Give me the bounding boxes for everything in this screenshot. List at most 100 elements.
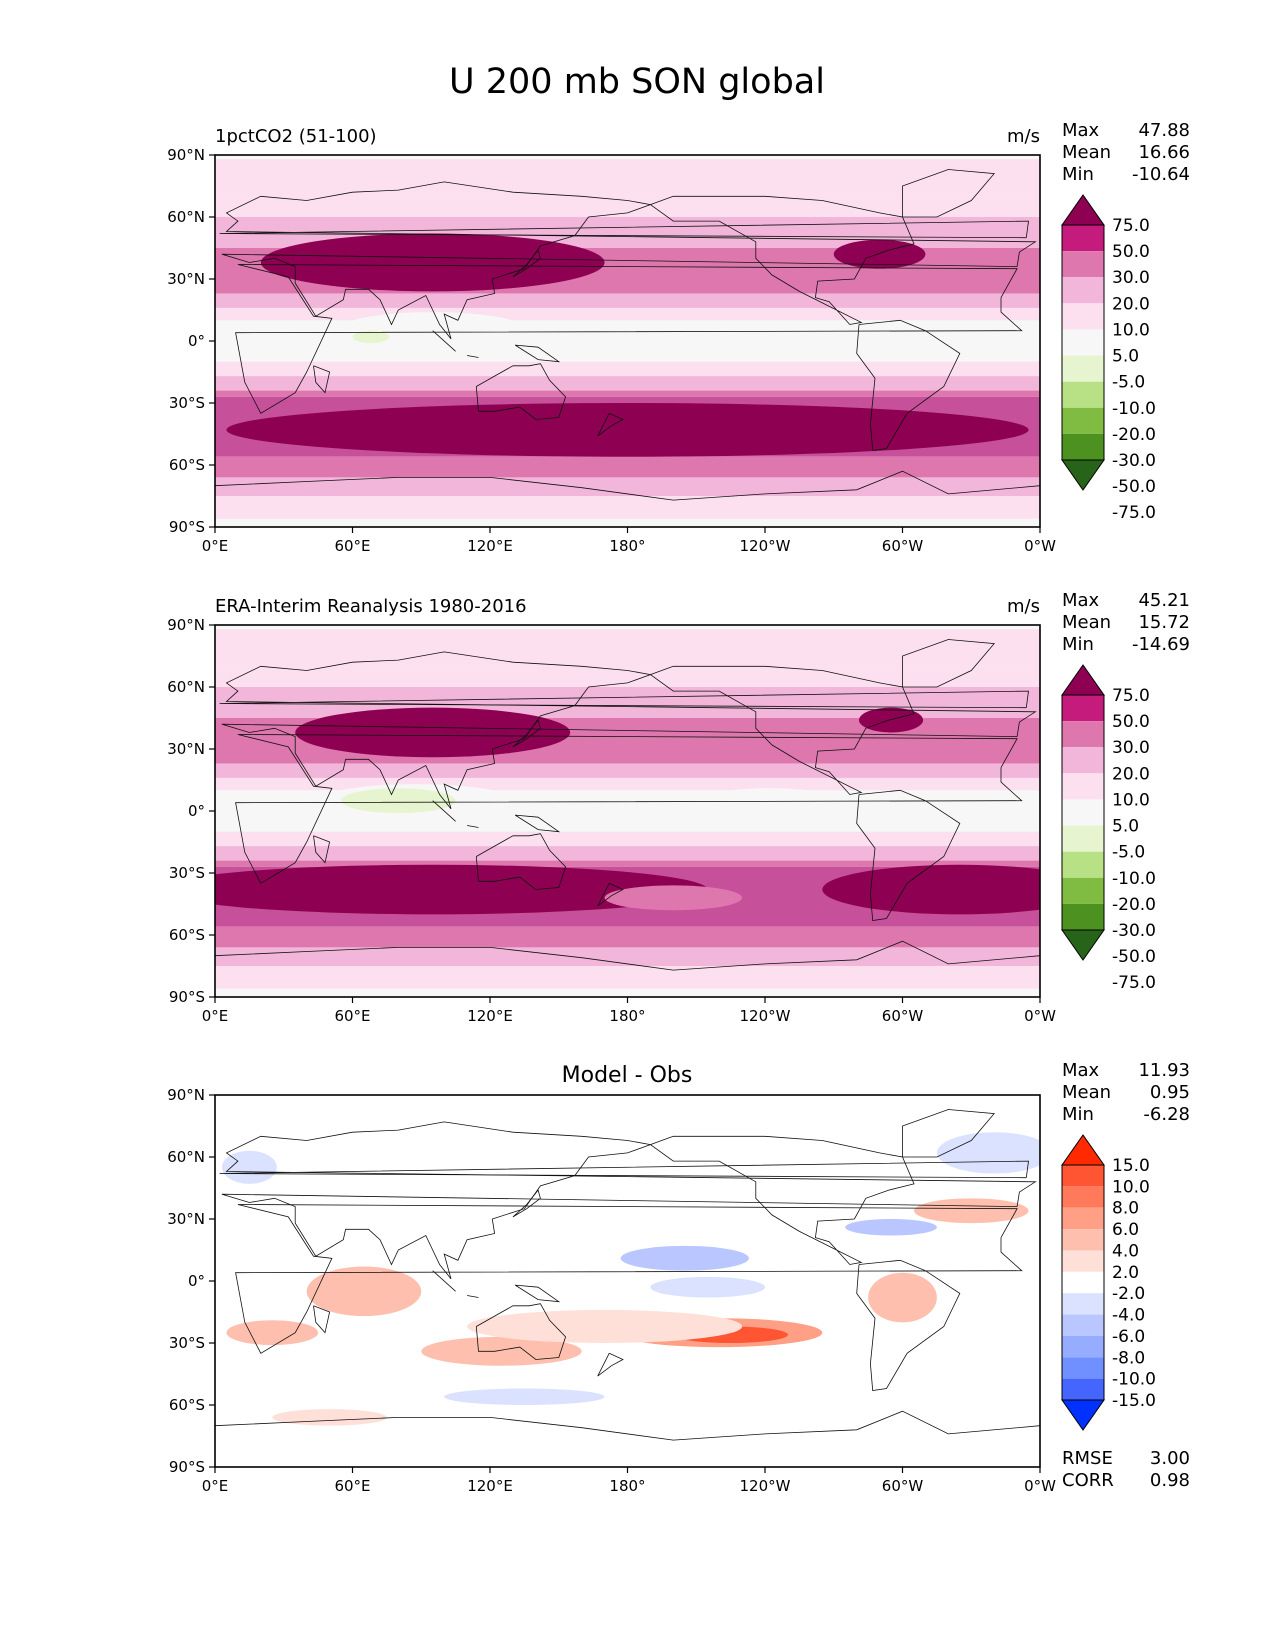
coastline — [432, 330, 456, 352]
lat-band — [215, 477, 1040, 496]
y-tick-label: 90°S — [169, 988, 205, 1006]
contour-region — [913, 1198, 1029, 1224]
x-tick-label: 0°E — [202, 1477, 229, 1495]
contour-region — [726, 328, 791, 341]
stat-mean-value: 0.95 — [1150, 1082, 1190, 1103]
coastline — [856, 319, 961, 451]
x-tick-label: 180° — [609, 537, 645, 555]
x-tick-label: 180° — [609, 1007, 645, 1025]
x-tick-label: 0°W — [1024, 1007, 1056, 1025]
coastline — [597, 882, 624, 907]
colorbar-block — [1062, 303, 1104, 330]
y-tick-label: 60°S — [169, 1396, 205, 1414]
colorbar-label: 10.0 — [1112, 320, 1150, 340]
colorbar-label: 15.0 — [1112, 1156, 1150, 1176]
y-tick-label: 30°N — [167, 270, 205, 288]
colorbar-label: 8.0 — [1112, 1199, 1139, 1219]
contour-region — [421, 1336, 582, 1366]
panel-model: 1pctCO2 (51-100) m/s Max Mean Min 47.88 … — [167, 120, 1190, 555]
colorbar-block — [1062, 1165, 1104, 1187]
x-tick-label: 60°E — [334, 1007, 370, 1025]
lat-band — [215, 293, 1040, 308]
contour-region — [352, 330, 390, 344]
coastline — [650, 1135, 915, 1265]
stat-min-label: Min — [1062, 164, 1094, 185]
coastline — [467, 355, 479, 358]
colorbar-block — [1062, 799, 1104, 826]
map-clip — [215, 155, 1040, 527]
coastline — [475, 1303, 567, 1360]
lat-band — [215, 456, 1040, 478]
x-tick-label: 120°W — [740, 537, 791, 555]
panel-center-title: Model - Obs — [562, 1063, 693, 1088]
colorbar-label: 75.0 — [1112, 686, 1150, 706]
panel-units: m/s — [1007, 126, 1040, 147]
colorbar-label: -30.0 — [1112, 451, 1156, 471]
coastline — [902, 1109, 996, 1158]
colorbar-label: 6.0 — [1112, 1220, 1139, 1240]
lat-band — [215, 926, 1040, 948]
colorbar-block — [1062, 225, 1104, 252]
colorbar-block — [1062, 851, 1104, 878]
panel-difference: Model - Obs Max Mean Min 11.93 0.95 -6.2… — [167, 1060, 1190, 1495]
x-tick-label: 60°W — [882, 1007, 924, 1025]
colorbar-arrow-top — [1061, 664, 1105, 696]
colorbar-label: -8.0 — [1112, 1348, 1145, 1368]
colorbar-label: 2.0 — [1112, 1263, 1139, 1283]
coastline — [221, 651, 1037, 810]
colorbar-label: 50.0 — [1112, 712, 1150, 732]
coastline — [215, 940, 1040, 971]
coastline — [902, 169, 996, 218]
stat-mean-label: Mean — [1062, 142, 1111, 163]
colorbar-block — [1062, 407, 1104, 434]
lat-band — [215, 763, 1040, 778]
contour-region — [467, 1309, 743, 1343]
coastline — [219, 690, 1029, 709]
x-tick-label: 0°E — [202, 537, 229, 555]
coastline — [514, 344, 561, 363]
lat-band — [215, 846, 1040, 861]
y-tick-label: 30°S — [169, 864, 205, 882]
colorbar-block — [1062, 1335, 1104, 1358]
contour-region — [444, 1388, 605, 1405]
coastline — [597, 412, 624, 437]
x-tick-label: 60°W — [882, 1477, 924, 1495]
colorbar-label: -20.0 — [1112, 425, 1156, 445]
x-tick-label: 0°W — [1024, 1477, 1056, 1495]
coastline — [313, 365, 331, 394]
lat-band — [215, 777, 1040, 791]
lat-band — [215, 860, 1040, 867]
colorbar-frame — [1061, 1164, 1105, 1401]
colorbar-block — [1062, 329, 1104, 356]
colorbar-label: 10.0 — [1112, 1177, 1150, 1197]
x-tick-label: 120°E — [467, 1477, 513, 1495]
colorbar-label: -4.0 — [1112, 1306, 1145, 1326]
contour-region — [822, 864, 1040, 915]
colorbar-arrow-bottom — [1061, 459, 1105, 491]
lat-band — [215, 666, 1040, 687]
coastline — [514, 814, 561, 833]
colorbar-block — [1062, 1207, 1104, 1230]
y-tick-label: 90°S — [169, 518, 205, 536]
colorbar-block — [1062, 1293, 1104, 1315]
colorbar-label: -30.0 — [1112, 921, 1156, 941]
stat-max-label: Max — [1062, 120, 1100, 141]
contour-region — [260, 233, 605, 292]
stat-max-label: Max — [1062, 1060, 1100, 1081]
colorbar-block — [1062, 1378, 1104, 1400]
stat-max-value: 11.93 — [1138, 1060, 1190, 1081]
coastline — [235, 1204, 1023, 1354]
panel-obs: ERA-Interim Reanalysis 1980-2016 m/s Max… — [167, 590, 1190, 1025]
colorbar: 75.0 50.0 30.0 20.0 10.0 5.0 -5.0 -10.0 -20.0 -30… — [1061, 194, 1156, 523]
colorbar-arrow-top — [1061, 1134, 1105, 1166]
coastline — [313, 1305, 331, 1334]
y-tick-label: 90°N — [167, 146, 205, 164]
coastline — [235, 734, 1023, 884]
colorbar-label: -6.0 — [1112, 1327, 1145, 1347]
panel-left-title: ERA-Interim Reanalysis 1980-2016 — [215, 596, 527, 617]
x-tick-label: 0°W — [1024, 537, 1056, 555]
colorbar-frame — [1061, 224, 1105, 461]
colorbar-block — [1062, 1314, 1104, 1336]
colorbar-arrow-top — [1061, 194, 1105, 226]
y-tick-label: 30°N — [167, 740, 205, 758]
